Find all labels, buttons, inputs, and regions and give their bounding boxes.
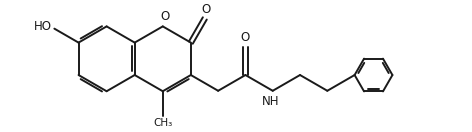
Text: HO: HO (34, 20, 52, 33)
Text: O: O (160, 10, 169, 23)
Text: O: O (241, 31, 250, 44)
Text: NH: NH (262, 95, 280, 108)
Text: O: O (201, 3, 211, 16)
Text: CH₃: CH₃ (153, 118, 172, 128)
